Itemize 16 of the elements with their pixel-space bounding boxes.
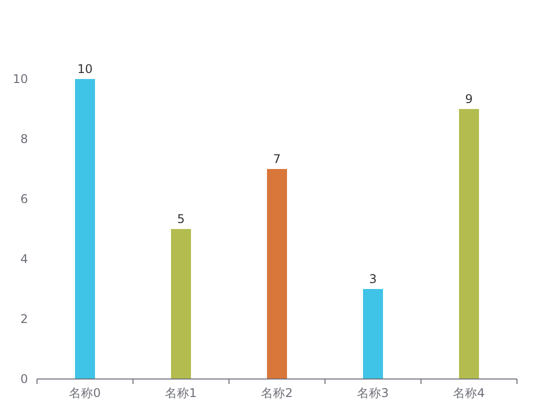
x-tick-label: 名称4: [453, 386, 485, 400]
data-label: 10: [77, 62, 93, 76]
y-tick-label: 10: [12, 72, 28, 86]
y-tick-label: 6: [20, 192, 28, 206]
x-tick-label: 名称3: [357, 386, 389, 400]
y-tick-label: 2: [20, 312, 28, 326]
data-label: 7: [273, 152, 281, 166]
y-tick-label: 8: [20, 132, 28, 146]
x-tick-label: 名称2: [261, 386, 293, 400]
data-label: 5: [177, 212, 185, 226]
data-label: 9: [465, 92, 473, 106]
x-tick-label: 名称0: [69, 386, 101, 400]
y-tick-label: 4: [20, 252, 28, 266]
data-label: 3: [369, 272, 377, 286]
y-tick-label: 0: [20, 372, 28, 386]
x-tick-label: 名称1: [165, 386, 197, 400]
